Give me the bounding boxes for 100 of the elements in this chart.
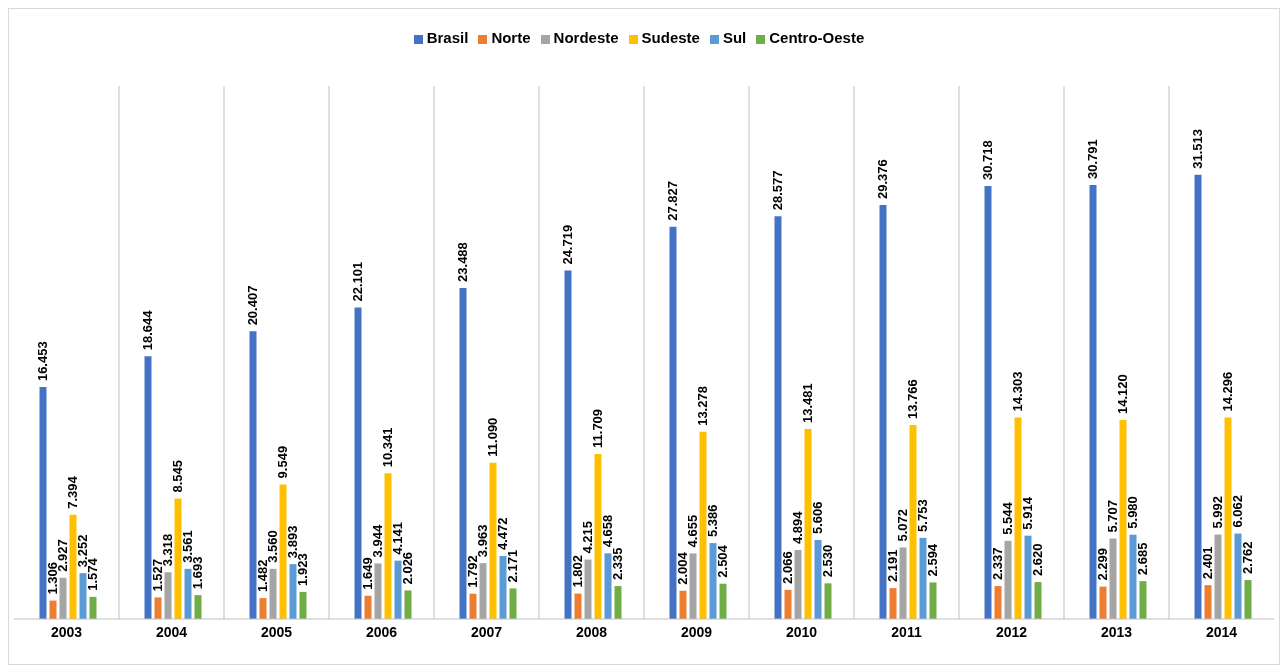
data-label: 5.606	[810, 501, 825, 534]
data-label: 5.914	[1020, 496, 1035, 530]
data-label: 5.386	[705, 504, 720, 538]
data-label: 5.707	[1105, 500, 1120, 533]
bar	[1109, 538, 1117, 619]
bar	[929, 582, 937, 619]
bar	[489, 462, 497, 619]
bar	[1214, 534, 1222, 619]
bar	[1224, 417, 1232, 619]
bar	[1194, 174, 1202, 619]
data-label: 7.394	[65, 475, 80, 509]
data-label: 2.401	[1200, 546, 1215, 580]
bar	[1204, 585, 1212, 619]
bar	[89, 596, 97, 619]
bar	[774, 216, 782, 619]
legend-label: Centro-Oeste	[769, 29, 865, 46]
data-label: 30.791	[1085, 139, 1100, 180]
bar	[1234, 533, 1242, 619]
data-label: 2.026	[400, 551, 415, 585]
bar	[174, 498, 182, 619]
x-tick-label: 2010	[785, 623, 818, 640]
data-label: 22.101	[350, 261, 365, 302]
data-label: 14.303	[1010, 371, 1025, 412]
bar	[384, 473, 392, 619]
bar	[459, 287, 467, 619]
x-tick-label: 2006	[365, 623, 398, 640]
data-label: 11.709	[590, 408, 605, 448]
data-label: 2.762	[1240, 541, 1255, 575]
data-label: 2.337	[990, 547, 1005, 581]
bar	[374, 563, 382, 619]
bar	[804, 428, 812, 619]
bar	[1034, 582, 1042, 619]
bar	[469, 593, 477, 619]
bar	[984, 186, 992, 619]
bar	[354, 307, 362, 619]
bar	[919, 537, 927, 619]
bar	[564, 270, 572, 619]
x-tick-label: 2012	[995, 623, 1028, 640]
bar	[364, 595, 372, 619]
bar	[824, 583, 832, 619]
bar	[584, 559, 592, 619]
data-label: 6.062	[1230, 495, 1245, 528]
data-label: 28.577	[770, 170, 785, 211]
bar	[1139, 581, 1147, 619]
data-label: 5.544	[1000, 501, 1015, 535]
data-label: 3.944	[370, 524, 385, 558]
data-label: 24.719	[560, 224, 575, 265]
data-label: 13.278	[695, 386, 710, 426]
data-label: 4.655	[685, 514, 700, 548]
legend-label: Norte	[491, 29, 531, 46]
x-tick-label: 2011	[891, 623, 922, 640]
data-label: 4.894	[790, 510, 805, 545]
data-label: 9.549	[275, 445, 290, 479]
data-label: 13.481	[800, 383, 815, 423]
legend-label: Brasil	[426, 29, 469, 46]
bar	[604, 553, 612, 619]
bar	[594, 453, 602, 619]
data-label: 20.407	[245, 285, 260, 326]
bar	[614, 586, 622, 619]
bar	[59, 577, 67, 619]
bar	[1244, 580, 1252, 619]
bar	[49, 600, 57, 619]
bar	[509, 588, 517, 619]
data-label: 2.620	[1030, 543, 1045, 577]
bar	[39, 387, 47, 619]
bar	[689, 553, 697, 619]
bar	[1004, 540, 1012, 619]
data-label: 11.090	[485, 417, 500, 457]
legend-label: Sudeste	[641, 29, 700, 46]
bar	[699, 431, 707, 619]
bar	[259, 598, 267, 619]
bar	[1024, 535, 1032, 619]
data-label: 2.685	[1135, 542, 1150, 576]
data-label: 4.658	[600, 514, 615, 548]
x-tick-label: 2014	[1205, 623, 1238, 640]
data-label: 31.513	[1190, 129, 1205, 169]
data-label: 13.766	[905, 379, 920, 419]
bar	[679, 590, 687, 619]
data-label: 2.530	[820, 544, 835, 578]
bar	[1099, 586, 1107, 619]
data-label: 2.004	[675, 551, 690, 585]
data-label: 10.341	[380, 427, 395, 468]
x-tick-label: 2003	[50, 623, 83, 640]
bar	[994, 586, 1002, 619]
data-label: 2.171	[505, 549, 520, 583]
bar	[299, 591, 307, 619]
bar	[669, 226, 677, 619]
bar	[1119, 419, 1127, 619]
data-label: 4.472	[495, 517, 510, 550]
bar	[719, 583, 727, 619]
data-label: 5.753	[915, 499, 930, 532]
x-tick-label: 2005	[260, 623, 293, 640]
data-label: 14.296	[1220, 371, 1235, 412]
x-tick-label: 2013	[1100, 623, 1133, 640]
bar	[909, 424, 917, 619]
bar	[574, 593, 582, 619]
data-label: 30.718	[980, 140, 995, 181]
bar	[289, 564, 297, 619]
bar	[1089, 185, 1097, 619]
data-label: 2.335	[610, 547, 625, 581]
